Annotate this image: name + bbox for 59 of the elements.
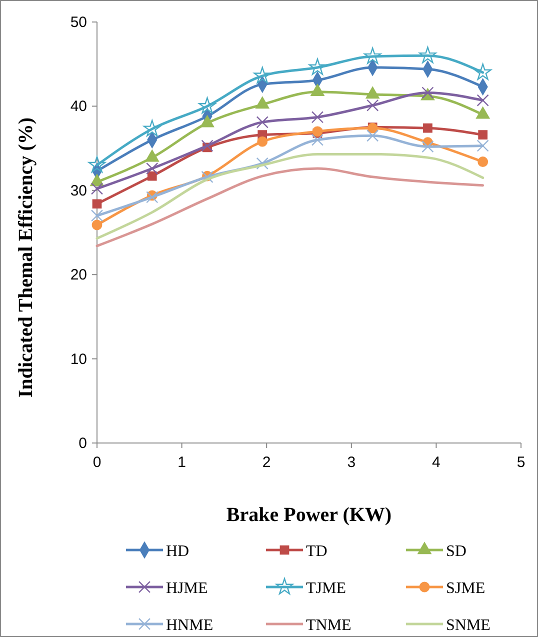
point	[90, 182, 104, 195]
point	[143, 120, 161, 136]
point	[310, 84, 324, 96]
point	[366, 99, 379, 112]
point	[366, 130, 379, 142]
point	[146, 191, 158, 204]
x-tick-label: 3	[347, 454, 356, 471]
point	[474, 63, 492, 80]
point	[419, 46, 436, 64]
y-tick-label: 40	[70, 98, 87, 116]
legend-label: TNME	[306, 617, 352, 634]
legend-label: TJME	[306, 580, 346, 597]
legend-label: TD	[306, 543, 328, 560]
x-tick-label: 0	[92, 454, 102, 471]
legend-label: HJME	[166, 580, 208, 597]
y-tick-label: 50	[70, 14, 87, 31]
point	[90, 210, 104, 222]
y-tick-label: 0	[78, 435, 87, 452]
point	[478, 130, 488, 140]
point	[256, 157, 268, 170]
legend-label: HD	[166, 543, 190, 560]
point	[308, 58, 326, 75]
point	[92, 220, 102, 230]
point	[257, 136, 268, 147]
y-axis-title: Indicated Themal Efficiency (%)	[15, 117, 37, 398]
point	[92, 199, 102, 209]
point	[366, 86, 380, 99]
point	[422, 140, 434, 153]
point	[256, 116, 268, 128]
point	[256, 96, 270, 109]
legend-label: SD	[446, 543, 466, 560]
point	[476, 140, 489, 152]
line-series	[96, 152, 484, 240]
y-tick-label: 30	[70, 182, 87, 200]
point	[200, 115, 214, 128]
point	[88, 156, 106, 173]
point	[478, 156, 488, 167]
point	[423, 123, 432, 133]
x-tick-label: 4	[432, 454, 440, 471]
y-tick-label: 20	[70, 266, 87, 284]
legend-label: SJME	[446, 580, 486, 597]
point	[146, 162, 158, 175]
legend-label: HNME	[166, 617, 214, 634]
point	[476, 106, 490, 119]
point	[198, 97, 216, 114]
point	[201, 140, 214, 152]
point	[147, 171, 157, 181]
point	[311, 111, 324, 124]
point	[254, 66, 271, 84]
x-tick-label: 2	[262, 454, 271, 471]
x-tick-label: 5	[516, 454, 526, 471]
legend-label: SNME	[446, 617, 490, 634]
point	[476, 94, 489, 106]
line-series	[96, 167, 484, 248]
x-axis-title: Brake Power (KW)	[226, 504, 392, 526]
x-tick-label: 1	[178, 454, 186, 471]
point	[364, 47, 382, 64]
y-tick-label: 10	[70, 350, 87, 368]
point	[311, 134, 324, 146]
